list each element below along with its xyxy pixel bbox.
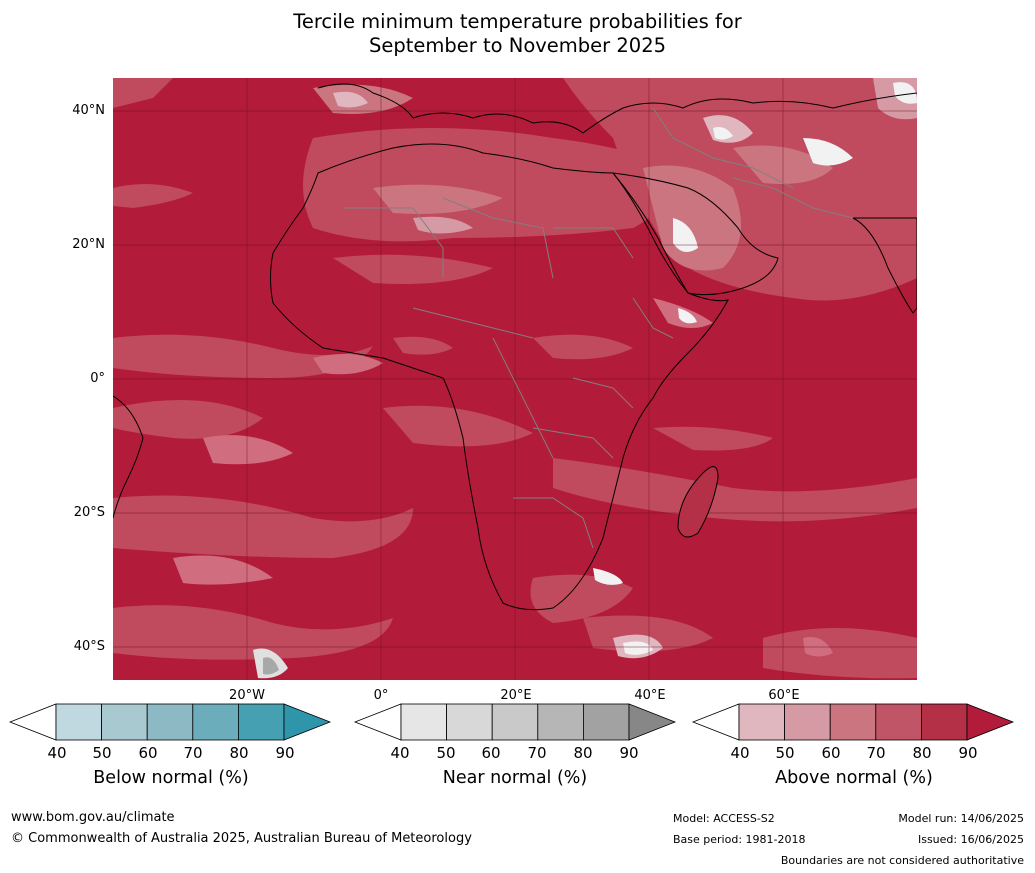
colorbar-low-extension xyxy=(8,703,57,741)
tick-label: 70 xyxy=(527,744,547,762)
arabia-coastline xyxy=(611,172,779,296)
tick-label: 50 xyxy=(775,744,795,762)
colorbar-segment xyxy=(582,703,630,741)
tick-label: 80 xyxy=(229,744,249,762)
lon-label-0: 0° xyxy=(373,688,389,703)
footer-issued: Issued: 16/06/2025 xyxy=(917,833,1024,846)
lon-label-60e: 60°E xyxy=(768,688,800,703)
lat-label-20s: 20°S xyxy=(73,505,105,520)
colorbar-segment xyxy=(446,703,493,741)
probability-map xyxy=(113,78,917,680)
india-coastline xyxy=(852,217,917,314)
lat-label-20n: 20°N xyxy=(72,237,105,252)
country-borders xyxy=(343,107,854,549)
tick-label: 50 xyxy=(92,744,112,762)
footer-website: www.bom.gov.au/climate xyxy=(11,810,175,825)
europe-coastline xyxy=(317,83,917,134)
colorbar-segment xyxy=(192,703,239,741)
colorbar-high-extension xyxy=(283,703,332,741)
colorbar-segment xyxy=(920,703,968,741)
lat-label-40n: 40°N xyxy=(72,103,105,118)
africa-coastline xyxy=(270,143,729,611)
footer-copyright: © Commonwealth of Australia 2025, Austra… xyxy=(11,831,472,846)
title-line-1: Tercile minimum temperature probabilitie… xyxy=(293,10,742,33)
lon-label-40e: 40°E xyxy=(634,688,666,703)
chart-title: Tercile minimum temperature probabilitie… xyxy=(0,10,1035,58)
footer-model: Model: ACCESS-S2 xyxy=(673,812,775,825)
tick-label: 40 xyxy=(390,744,410,762)
lat-label-0: 0° xyxy=(90,371,105,386)
legend-above-normal: 40 50 60 70 80 90 Above normal (%) xyxy=(691,703,1015,788)
colorbar-segment xyxy=(784,703,831,741)
title-line-2: September to November 2025 xyxy=(368,34,667,57)
colorbar-above-normal xyxy=(691,703,1015,741)
colorbar-below-normal xyxy=(8,703,332,741)
madagascar-coastline xyxy=(677,466,719,538)
colorbar-low-extension xyxy=(691,703,740,741)
colorbar-near-normal xyxy=(353,703,677,741)
tick-label: 90 xyxy=(275,744,295,762)
legend-below-normal: 40 50 60 70 80 90 Below normal (%) xyxy=(8,703,332,788)
lon-label-20w: 20°W xyxy=(229,688,265,703)
colorbar-segment xyxy=(101,703,148,741)
colorbar-segment xyxy=(146,703,194,741)
footer-base-period: Base period: 1981-2018 xyxy=(673,833,806,846)
tick-label: 50 xyxy=(436,744,456,762)
colorbar-segment xyxy=(537,703,584,741)
tick-label: 60 xyxy=(821,744,841,762)
colorbar-low-extension xyxy=(353,703,402,741)
colorbar-segment xyxy=(491,703,539,741)
south-america-coastline xyxy=(113,395,144,519)
lat-label-40s: 40°S xyxy=(73,639,105,654)
colorbar-segment xyxy=(400,703,447,741)
tick-label: 60 xyxy=(481,744,501,762)
tick-label: 40 xyxy=(47,744,67,762)
colorbar-segment xyxy=(55,703,102,741)
tick-label: 60 xyxy=(138,744,158,762)
legend-title: Near normal (%) xyxy=(442,768,588,788)
legend-title: Above normal (%) xyxy=(775,768,933,788)
tick-label: 40 xyxy=(730,744,750,762)
colorbar-segment xyxy=(237,703,285,741)
footer-disclaimer: Boundaries are not considered authoritat… xyxy=(780,854,1024,867)
tick-label: 70 xyxy=(183,744,203,762)
legend-title: Below normal (%) xyxy=(93,768,249,788)
tick-label: 80 xyxy=(573,744,593,762)
tick-label: 80 xyxy=(912,744,932,762)
colorbar-high-extension xyxy=(966,703,1015,741)
tick-label: 90 xyxy=(958,744,978,762)
map-canvas xyxy=(113,78,917,680)
footer-model-run: Model run: 14/06/2025 xyxy=(898,812,1024,825)
tick-label: 70 xyxy=(866,744,886,762)
lon-label-20e: 20°E xyxy=(500,688,532,703)
colorbar-segment xyxy=(738,703,785,741)
legend-near-normal: 40 50 60 70 80 90 Near normal (%) xyxy=(353,703,677,788)
colorbar-segment xyxy=(875,703,922,741)
colorbar-segment xyxy=(829,703,877,741)
tick-label: 90 xyxy=(619,744,639,762)
colorbar-high-extension xyxy=(628,703,677,741)
